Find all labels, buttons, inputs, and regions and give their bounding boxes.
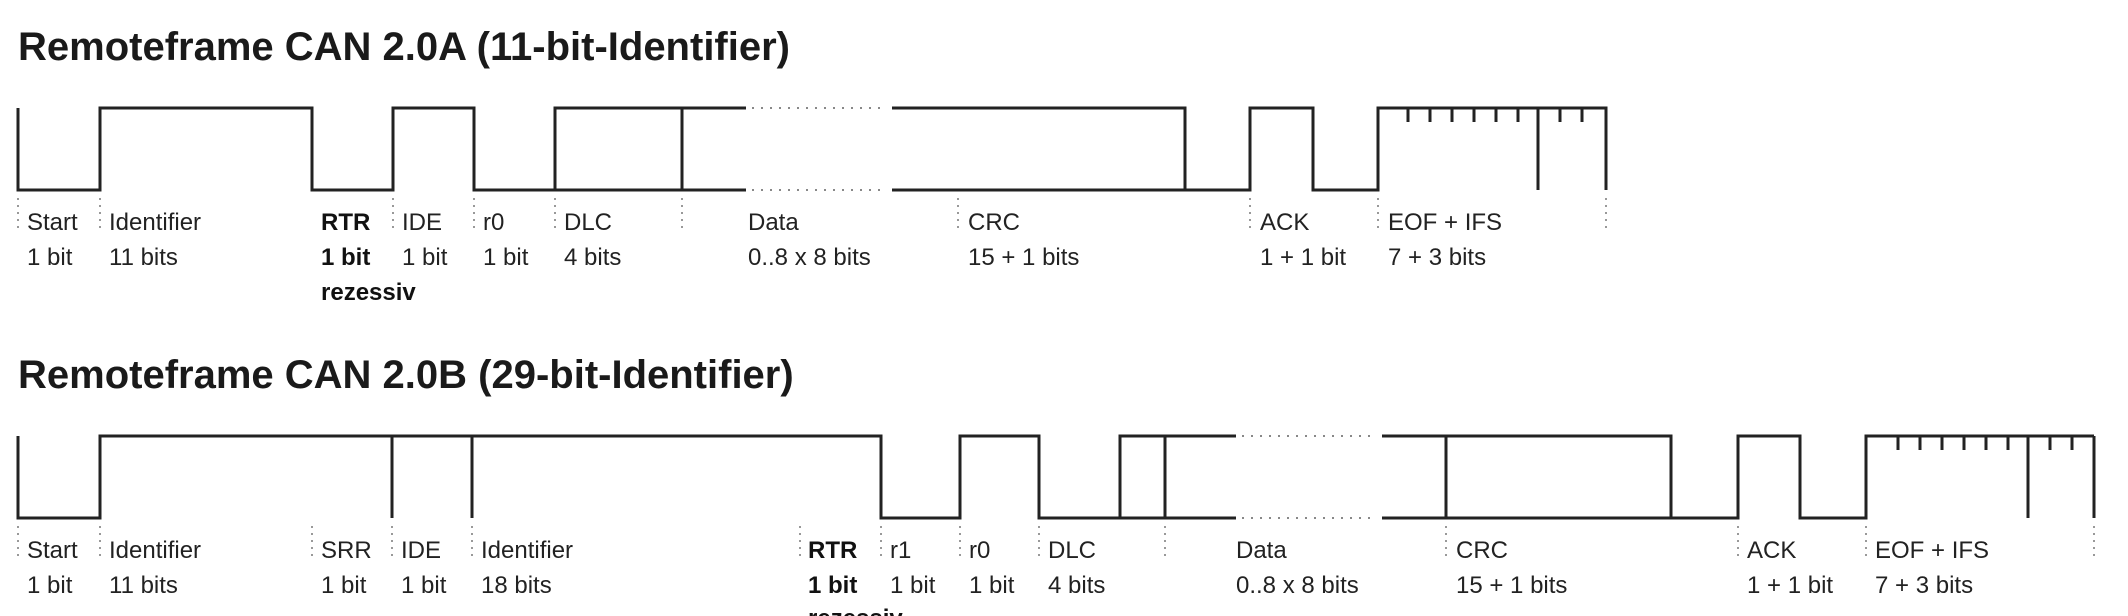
frame-b-field-identifier: Identifier 11 bits xyxy=(109,537,201,599)
field-size: 1 bit xyxy=(321,244,370,271)
field-name: EOF + IFS xyxy=(1875,537,1989,564)
field-name: SRR xyxy=(321,537,372,564)
field-size: 4 bits xyxy=(564,244,621,271)
frame-a-title: Remoteframe CAN 2.0A (11-bit-Identifier) xyxy=(18,25,790,69)
frame-a-field-r0: r0 1 bit xyxy=(483,209,529,271)
field-name: DLC xyxy=(1048,537,1096,564)
frame-b-separators xyxy=(17,526,2095,558)
frame-b-field-eof: EOF + IFS 7 + 3 bits xyxy=(1875,537,1989,599)
field-size: 15 + 1 bits xyxy=(968,244,1079,271)
frame-a-separators xyxy=(17,198,1607,230)
frame-b-field-dlc: DLC 4 bits xyxy=(1048,537,1105,599)
field-name: Start xyxy=(27,537,78,564)
frame-a-eof-ticks xyxy=(1406,108,1584,122)
field-name: DLC xyxy=(564,209,612,236)
field-name: CRC xyxy=(1456,537,1508,564)
frame-a-field-eof: EOF + IFS 7 + 3 bits xyxy=(1388,209,1502,271)
frame-b-field-start: Start 1 bit xyxy=(27,537,78,599)
field-size: 7 + 3 bits xyxy=(1875,572,1973,599)
field-size: 1 + 1 bit xyxy=(1747,572,1833,599)
frame-b-field-ide: IDE 1 bit xyxy=(401,537,447,599)
frame-a-field-identifier: Identifier 11 bits xyxy=(109,209,201,271)
frame-b-waveform xyxy=(16,434,2094,520)
frame-a-waveform xyxy=(16,106,1608,192)
field-size: 1 bit xyxy=(483,244,529,271)
field-size: 1 bit xyxy=(27,572,73,599)
field-size: 1 bit xyxy=(890,572,936,599)
frame-b-field-crc: CRC 15 + 1 bits xyxy=(1456,537,1567,599)
field-name: IDE xyxy=(402,209,442,236)
field-name: Identifier xyxy=(109,209,201,236)
frame-b-field-data: Data 0..8 x 8 bits xyxy=(1236,537,1359,599)
frame-a-field-ide: IDE 1 bit xyxy=(402,209,448,271)
field-name: CRC xyxy=(968,209,1020,236)
field-name: r0 xyxy=(969,537,990,564)
frame-a-field-ack: ACK 1 + 1 bit xyxy=(1260,209,1346,271)
field-size: 7 + 3 bits xyxy=(1388,244,1486,271)
field-size: 0..8 x 8 bits xyxy=(1236,572,1359,599)
field-size: 1 bit xyxy=(808,572,857,599)
field-size: 15 + 1 bits xyxy=(1456,572,1567,599)
field-size: 1 bit xyxy=(402,244,448,271)
field-name: Data xyxy=(1236,537,1287,564)
field-name: ACK xyxy=(1260,209,1309,236)
frame-a-field-data: Data 0..8 x 8 bits xyxy=(748,209,871,271)
field-size: 1 bit xyxy=(401,572,447,599)
field-size: 1 bit xyxy=(969,572,1015,599)
field-name: Start xyxy=(27,209,78,236)
field-size: 0..8 x 8 bits xyxy=(748,244,871,271)
field-size: 18 bits xyxy=(481,572,552,599)
field-name: EOF + IFS xyxy=(1388,209,1502,236)
frame-a-field-start: Start 1 bit xyxy=(27,209,78,271)
field-size: 4 bits xyxy=(1048,572,1105,599)
frame-a-field-dlc: DLC 4 bits xyxy=(564,209,621,271)
frame-a-field-rtr: RTR 1 bit rezessiv xyxy=(321,209,416,306)
field-name: RTR xyxy=(321,209,370,236)
field-size: 1 + 1 bit xyxy=(1260,244,1346,271)
frame-a-field-crc: CRC 15 + 1 bits xyxy=(968,209,1079,271)
frame-b-field-r1: r1 1 bit xyxy=(890,537,936,599)
field-name: r0 xyxy=(483,209,504,236)
frame-b-field-rtr: RTR 1 bit rezessiv xyxy=(808,537,903,616)
field-size: 11 bits xyxy=(109,244,178,271)
field-name: RTR xyxy=(808,537,857,564)
field-note: rezessiv xyxy=(321,279,416,306)
field-name: Data xyxy=(748,209,799,236)
field-size: 1 bit xyxy=(27,244,73,271)
field-name: IDE xyxy=(401,537,441,564)
frame-a: Remoteframe CAN 2.0A (11-bit-Identifier) xyxy=(16,25,1608,306)
field-size: 11 bits xyxy=(109,572,178,599)
frame-b: Remoteframe CAN 2.0B (29-bit-Identifier) xyxy=(16,353,2096,616)
frame-b-title: Remoteframe CAN 2.0B (29-bit-Identifier) xyxy=(18,353,794,397)
field-name: Identifier xyxy=(481,537,573,564)
frame-b-eof-ticks xyxy=(1896,436,2074,450)
field-note: rezessiv xyxy=(808,605,903,616)
field-name: r1 xyxy=(890,537,911,564)
field-size: 1 bit xyxy=(321,572,367,599)
frame-b-field-identifier-ext: Identifier 18 bits xyxy=(481,537,573,599)
frame-b-field-ack: ACK 1 + 1 bit xyxy=(1747,537,1833,599)
frame-b-field-r0: r0 1 bit xyxy=(969,537,1015,599)
frame-b-field-srr: SRR 1 bit xyxy=(321,537,372,599)
field-name: ACK xyxy=(1747,537,1796,564)
field-name: Identifier xyxy=(109,537,201,564)
